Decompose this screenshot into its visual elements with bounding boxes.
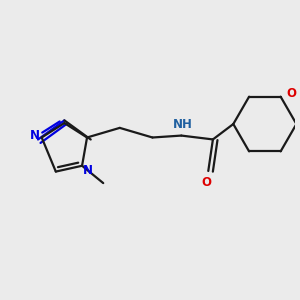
Text: O: O <box>201 176 212 189</box>
Text: O: O <box>286 87 296 100</box>
Text: N: N <box>30 129 40 142</box>
Text: NH: NH <box>173 118 193 131</box>
Text: N: N <box>83 164 93 177</box>
